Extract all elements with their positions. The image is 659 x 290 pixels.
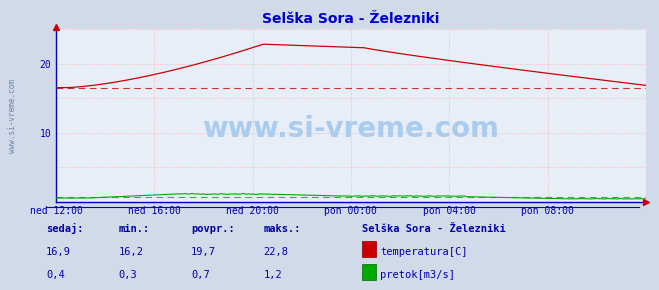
Text: temperatura[C]: temperatura[C] — [380, 247, 468, 257]
Text: Selška Sora - Železniki: Selška Sora - Železniki — [362, 224, 506, 234]
Text: 22,8: 22,8 — [264, 247, 289, 257]
Text: maks.:: maks.: — [264, 224, 301, 234]
Text: 0,7: 0,7 — [191, 270, 210, 280]
Title: Selška Sora - Železniki: Selška Sora - Železniki — [262, 12, 440, 26]
Text: www.si-vreme.com: www.si-vreme.com — [8, 79, 17, 153]
Text: 19,7: 19,7 — [191, 247, 216, 257]
Text: 16,2: 16,2 — [119, 247, 144, 257]
Text: 0,3: 0,3 — [119, 270, 137, 280]
Text: pretok[m3/s]: pretok[m3/s] — [380, 270, 455, 280]
Text: min.:: min.: — [119, 224, 150, 234]
Text: www.si-vreme.com: www.si-vreme.com — [202, 115, 500, 143]
Text: 0,4: 0,4 — [46, 270, 65, 280]
Text: 16,9: 16,9 — [46, 247, 71, 257]
Text: 1,2: 1,2 — [264, 270, 282, 280]
Text: povpr.:: povpr.: — [191, 224, 235, 234]
Text: sedaj:: sedaj: — [46, 223, 84, 234]
